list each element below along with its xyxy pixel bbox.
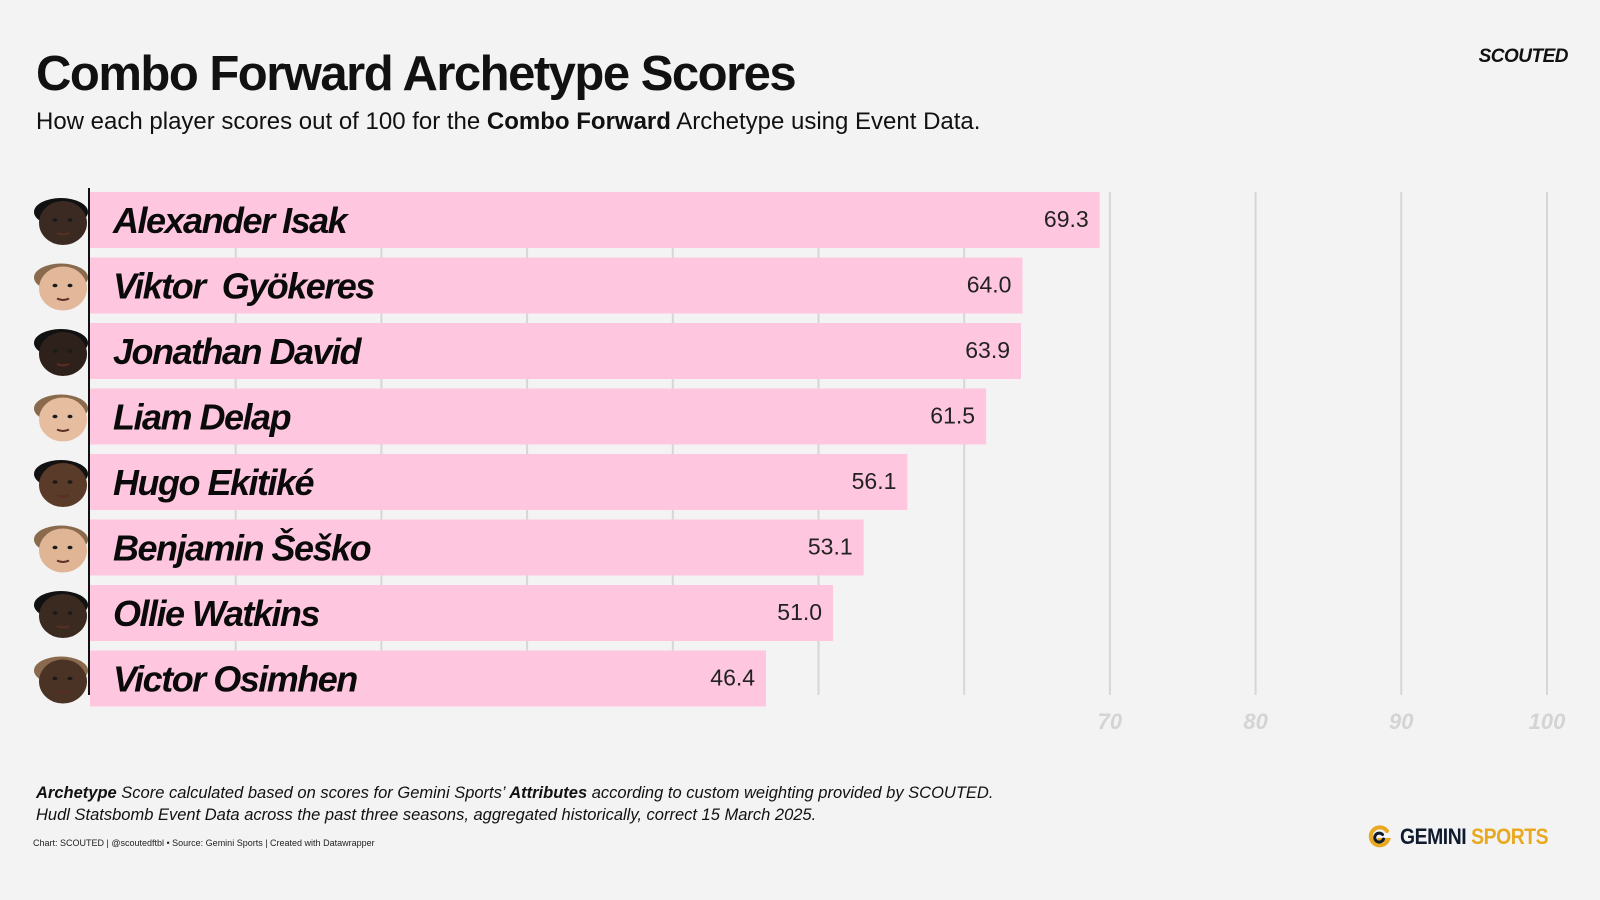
page-title: Combo Forward Archetype Scores [36, 47, 797, 101]
player-face-icon [34, 263, 88, 311]
eye-left [52, 480, 58, 484]
mouth-shape [56, 232, 70, 236]
player-face-icon [34, 656, 88, 704]
bar-3 [90, 388, 987, 445]
eye-right [67, 349, 73, 353]
note-line-1-middle: Score calculated based on scores for Gem… [116, 784, 510, 802]
player-face-icon [34, 329, 88, 376]
player-name-label: Viktor Gyökeres [113, 266, 374, 307]
x-tick-label-70: 70 [1098, 709, 1123, 734]
player-face-icon [34, 591, 88, 638]
eye-right [67, 611, 73, 615]
mouth-shape [56, 559, 70, 563]
player-name-label: Victor Osimhen [113, 659, 357, 700]
bar-1 [90, 257, 1023, 314]
bar-5 [90, 519, 864, 576]
gemini-g-icon [1368, 825, 1391, 848]
mouth-shape [56, 428, 70, 432]
note-bold-attributes: Attributes [509, 784, 588, 802]
note-line-2: Hudl Statsbomb Event Data across the pas… [36, 806, 817, 824]
player-avatars [34, 198, 88, 704]
eye-right [67, 480, 73, 484]
note-line-1: Archetype Score calculated based on scor… [36, 782, 993, 804]
face-shape [39, 659, 87, 704]
bar-2 [90, 323, 1022, 379]
mouth-shape [56, 494, 70, 498]
subtitle-text-end: Archetype using Event Data. [670, 108, 981, 135]
face-shape [39, 528, 87, 573]
player-name-label: Liam Delap [113, 397, 291, 438]
x-tick-label-80: 80 [1243, 709, 1268, 734]
eye-left [52, 349, 58, 353]
methodology-note: Archetype Score calculated based on scor… [36, 782, 993, 826]
scouted-brand-logo: SCOUTED [1478, 46, 1569, 67]
eye-left [52, 545, 58, 550]
note-bold-archetype: Archetype [36, 784, 117, 802]
bar-4 [90, 454, 908, 510]
x-tick-label-100: 100 [1529, 709, 1566, 734]
mouth-shape [56, 363, 70, 367]
page-subtitle: How each player scores out of 100 for th… [36, 108, 980, 136]
player-name-label: Benjamin Šeško [113, 527, 371, 569]
eye-right [67, 414, 73, 419]
value-label: 69.3 [1044, 206, 1089, 232]
bars: Alexander Isak 69.3 Viktor Gyökeres 64.0 Jon… [90, 192, 1100, 707]
face-shape [39, 201, 87, 245]
gemini-sports-wordmark: GEMINI SPORTS [1399, 824, 1549, 850]
eye-left [52, 283, 58, 288]
player-name-label: Jonathan David [113, 331, 363, 372]
eye-left [52, 218, 58, 222]
mouth-shape [56, 625, 70, 629]
subtitle-text-start: How each player scores out of 100 for th… [36, 108, 487, 135]
face-shape [39, 397, 87, 442]
x-tick-label-90: 90 [1389, 709, 1414, 734]
eye-left [52, 676, 58, 681]
note-line-1-end: according to custom weighting provided b… [587, 784, 994, 802]
gemini-sports-logo: GEMINI SPORTS [1366, 824, 1568, 850]
x-tick-labels: 70 80 90 100 [1098, 709, 1566, 734]
player-face-icon [34, 394, 88, 442]
player-name-label: Hugo Ekitiké [113, 462, 315, 503]
eye-left [52, 611, 58, 615]
player-name-label: Ollie Watkins [113, 593, 319, 634]
value-label: 53.1 [808, 534, 853, 560]
value-label: 56.1 [852, 468, 897, 494]
eye-right [67, 218, 73, 222]
bar-0 [90, 192, 1100, 248]
bar-7 [90, 650, 767, 707]
value-label: 51.0 [777, 599, 822, 625]
eye-right [67, 545, 73, 550]
value-label: 63.9 [965, 337, 1010, 363]
player-face-icon [34, 525, 88, 573]
chart-credit: Chart: SCOUTED | @scoutedftbl • Source: … [33, 838, 375, 848]
player-face-icon [34, 198, 88, 245]
eye-right [67, 283, 73, 288]
logo-word-sports: SPORTS [1470, 824, 1548, 849]
value-label: 64.0 [967, 272, 1012, 298]
mouth-shape [56, 690, 70, 694]
subtitle-bold-archetype: Combo Forward [486, 108, 671, 135]
player-name-label: Alexander Isak [112, 200, 350, 241]
face-shape [39, 332, 87, 376]
eye-left [52, 414, 58, 419]
eye-right [67, 676, 73, 681]
value-label: 46.4 [710, 665, 755, 691]
bar-6 [90, 585, 834, 641]
bar-chart: Alexander Isak 69.3 Viktor Gyökeres 64.0 Jon… [34, 188, 1566, 734]
mouth-shape [56, 297, 70, 301]
face-shape [39, 463, 87, 507]
face-shape [39, 266, 87, 311]
logo-word-gemini: GEMINI [1399, 824, 1467, 849]
face-shape [39, 594, 87, 638]
value-label: 61.5 [930, 403, 975, 429]
player-face-icon [34, 460, 88, 507]
